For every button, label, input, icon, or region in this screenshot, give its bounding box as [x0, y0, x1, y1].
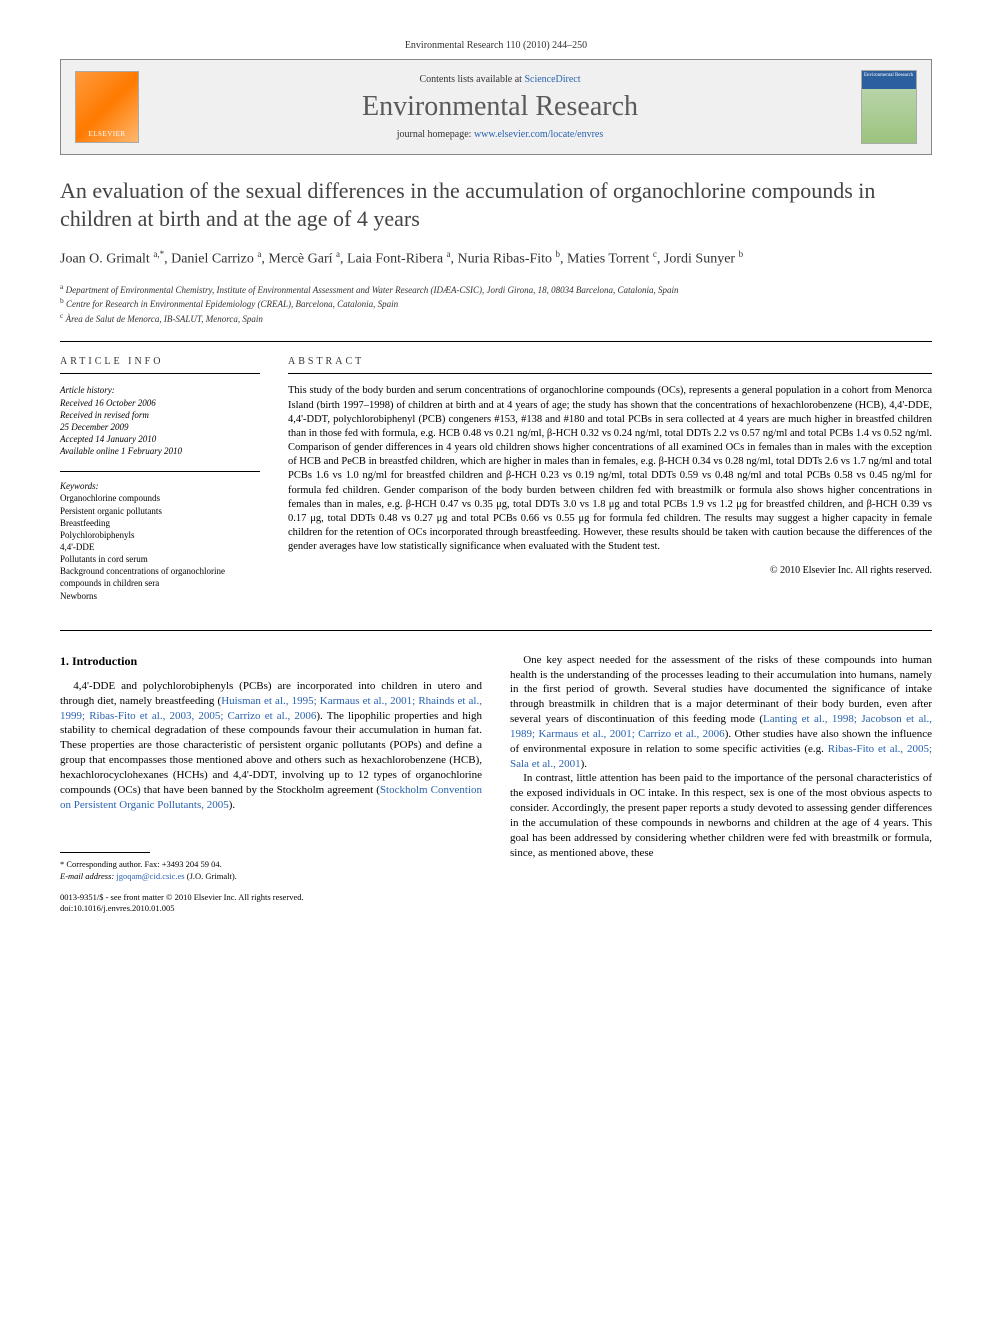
keywords-label: Keywords: [60, 480, 260, 492]
article-history: Article history: Received 16 October 200… [60, 384, 260, 457]
homepage-prefix: journal homepage: [397, 129, 474, 140]
footer-meta: 0013-9351/$ - see front matter © 2010 El… [60, 892, 482, 914]
body-two-column: 1. Introduction 4,4'-DDE and polychlorob… [60, 653, 932, 914]
article-title: An evaluation of the sexual differences … [60, 177, 932, 232]
elsevier-logo-text: ELSEVIER [88, 130, 125, 138]
corresponding-author-footnote: * Corresponding author. Fax: +3493 204 5… [60, 859, 482, 881]
section-divider [60, 630, 932, 631]
elsevier-logo: ELSEVIER [75, 71, 139, 143]
running-head: Environmental Research 110 (2010) 244–25… [60, 40, 932, 51]
footnote-email-label: E-mail address: [60, 871, 116, 881]
abstract-copyright: © 2010 Elsevier Inc. All rights reserved… [288, 565, 932, 576]
sciencedirect-link[interactable]: ScienceDirect [524, 74, 580, 85]
author-list: Joan O. Grimalt a,*, Daniel Carrizo a, M… [60, 248, 932, 270]
history-label: Article history: [60, 384, 260, 396]
keyword-item: Newborns [60, 590, 260, 602]
keyword-item: Breastfeeding [60, 517, 260, 529]
journal-homepage-link[interactable]: www.elsevier.com/locate/envres [474, 129, 603, 140]
keyword-item: Persistent organic pollutants [60, 505, 260, 517]
keyword-item: Background concentrations of organochlor… [60, 565, 260, 589]
intro-paragraph-2: One key aspect needed for the assessment… [510, 653, 932, 772]
keywords: Keywords: Organochlorine compoundsPersis… [60, 471, 260, 601]
abstract-text: This study of the body burden and serum … [288, 384, 932, 554]
journal-name: Environmental Research [155, 91, 845, 123]
footnote-email-link[interactable]: jgoqam@cid.csic.es [116, 871, 184, 881]
section-1-heading: 1. Introduction [60, 653, 482, 669]
keyword-item: 4,4'-DDE [60, 541, 260, 553]
abstract-heading: ABSTRACT [288, 356, 932, 374]
intro-paragraph-3: In contrast, little attention has been p… [510, 771, 932, 860]
keyword-item: Pollutants in cord serum [60, 553, 260, 565]
history-received: Received 16 October 2006 [60, 397, 260, 409]
p1-text-c: ). [229, 799, 235, 811]
history-revised-date: 25 December 2009 [60, 421, 260, 433]
abstract-column: ABSTRACT This study of the body burden a… [288, 356, 932, 601]
p2-text-c: ). [581, 758, 587, 770]
journal-cover-thumbnail: Environmental Research [861, 70, 917, 144]
keyword-item: Organochlorine compounds [60, 492, 260, 504]
affiliation-line: b Centre for Research in Environmental E… [60, 296, 932, 311]
history-revised: Received in revised form [60, 409, 260, 421]
footer-issn-line: 0013-9351/$ - see front matter © 2010 El… [60, 892, 482, 903]
affiliation-line: c Àrea de Salut de Menorca, IB-SALUT, Me… [60, 311, 932, 326]
history-online: Available online 1 February 2010 [60, 445, 260, 457]
intro-paragraph-1: 4,4'-DDE and polychlorobiphenyls (PCBs) … [60, 679, 482, 813]
article-info-heading: ARTICLE INFO [60, 356, 260, 374]
history-accepted: Accepted 14 January 2010 [60, 433, 260, 445]
contents-prefix: Contents lists available at [419, 74, 524, 85]
contents-available-line: Contents lists available at ScienceDirec… [155, 74, 845, 85]
header-center: Contents lists available at ScienceDirec… [155, 74, 845, 140]
footnote-fax: * Corresponding author. Fax: +3493 204 5… [60, 859, 482, 870]
footnote-email-who: (J.O. Grimalt). [185, 871, 237, 881]
body-column-left: 1. Introduction 4,4'-DDE and polychlorob… [60, 653, 482, 914]
body-column-right: One key aspect needed for the assessment… [510, 653, 932, 914]
affiliations: a Department of Environmental Chemistry,… [60, 282, 932, 326]
journal-header: ELSEVIER Contents lists available at Sci… [60, 59, 932, 155]
footer-doi-line: doi:10.1016/j.envres.2010.01.005 [60, 903, 482, 914]
cover-thumb-image [862, 89, 916, 143]
affiliation-line: a Department of Environmental Chemistry,… [60, 282, 932, 297]
keyword-item: Polychlorobiphenyls [60, 529, 260, 541]
footnote-separator [60, 852, 150, 853]
cover-thumb-title: Environmental Research [862, 71, 916, 89]
journal-homepage-line: journal homepage: www.elsevier.com/locat… [155, 129, 845, 140]
article-info-column: ARTICLE INFO Article history: Received 1… [60, 356, 260, 601]
